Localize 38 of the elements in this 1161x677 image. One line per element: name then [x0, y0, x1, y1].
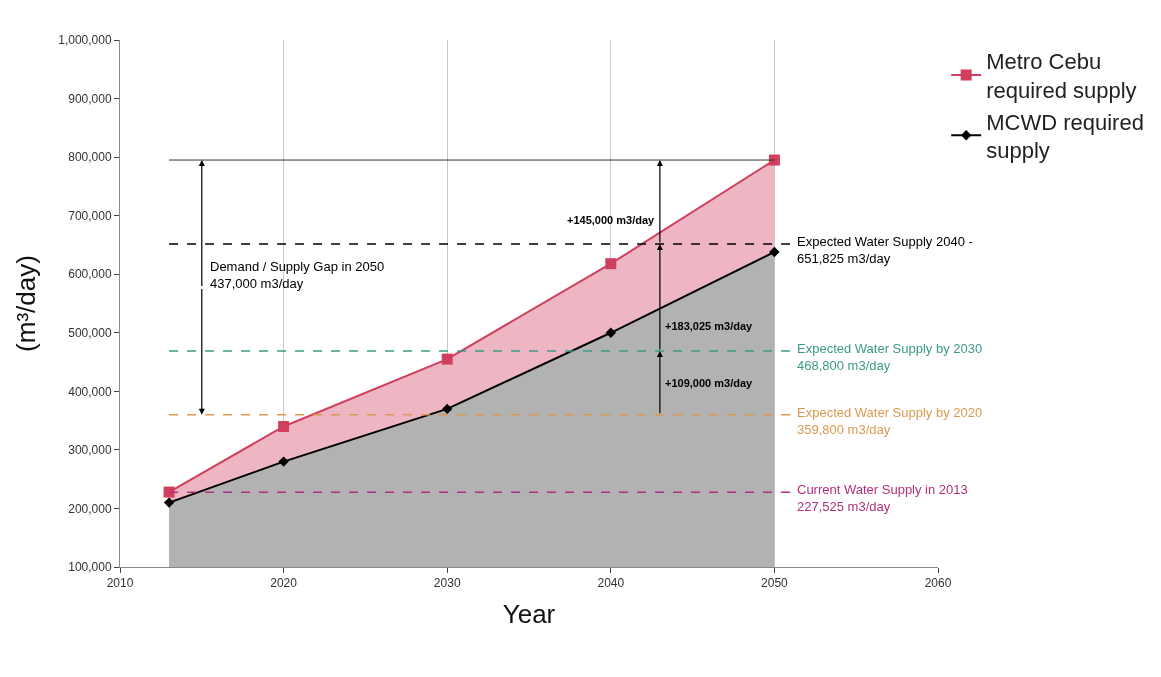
y-axis-title: (m³/day) — [10, 255, 41, 352]
point — [768, 154, 780, 166]
y-tick-label: 600,000 — [68, 267, 112, 282]
x-axis-title: Year — [502, 599, 556, 630]
ref-line-label: Expected Water Supply by 2020 359,800 m3/day — [797, 405, 983, 437]
point — [163, 486, 175, 498]
legend-label: Metro Cebu required supply — [986, 49, 1137, 103]
x-tick-label: 2020 — [270, 576, 298, 591]
ref-line-label: Expected Water Supply by 2030 468,800 m3/day — [797, 341, 983, 373]
point — [278, 456, 289, 467]
annotation: +183,025 m3/day — [665, 320, 754, 332]
annotation: +109,000 m3/day — [665, 377, 754, 389]
annotation: +145,000 m3/day — [567, 214, 656, 226]
y-tick-label: 300,000 — [68, 443, 112, 458]
point — [163, 497, 175, 508]
x-tick-label: 2050 — [761, 576, 789, 591]
y-tick-label: 100,000 — [68, 560, 112, 575]
x-tick-label: 2010 — [106, 576, 134, 591]
y-tick-label: 700,000 — [68, 208, 112, 223]
point — [441, 353, 453, 365]
point — [278, 420, 290, 432]
y-tick-label: 500,000 — [68, 325, 112, 340]
point — [605, 327, 616, 338]
y-tick-label: 1,000,000 — [58, 33, 112, 48]
annotation: Demand / Supply Gap in 2050 437,000 m3/day — [210, 259, 385, 291]
x-tick-label: 2040 — [597, 576, 625, 591]
point — [605, 258, 617, 270]
y-tick-label: 200,000 — [68, 501, 112, 516]
point — [769, 246, 780, 258]
point — [442, 403, 453, 415]
y-tick-label: 900,000 — [68, 91, 112, 106]
y-tick-label: 400,000 — [68, 384, 112, 399]
x-tick-label: 2060 — [924, 576, 952, 591]
ref-line-label: Expected Water Supply 2040 - 651,825 m3/day — [797, 234, 973, 266]
ref-line-label: Current Water Supply in 2013 227,525 m3/day — [797, 482, 968, 514]
y-tick-label: 800,000 — [68, 150, 112, 165]
legend-label: MCWD required supply — [986, 109, 1144, 164]
x-tick-label: 2030 — [433, 576, 461, 591]
